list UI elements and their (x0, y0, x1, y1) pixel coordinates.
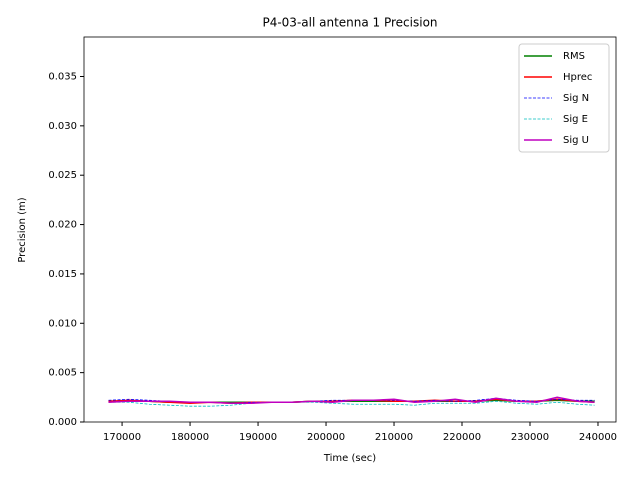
x-tick-label: 200000 (307, 432, 345, 443)
y-tick-label: 0.000 (48, 417, 77, 428)
legend-label: Hprec (563, 72, 592, 83)
chart-title: P4-03-all antenna 1 Precision (262, 16, 437, 30)
y-tick-label: 0.015 (48, 269, 77, 280)
data-line (108, 400, 595, 407)
x-tick-label: 170000 (103, 432, 141, 443)
y-tick-label: 0.010 (48, 318, 77, 329)
y-axis-label: Precision (m) (17, 197, 28, 262)
legend-label: Sig N (563, 93, 589, 104)
legend-label: Sig U (563, 135, 589, 146)
x-tick-label: 220000 (443, 432, 481, 443)
y-tick-label: 0.035 (48, 71, 77, 82)
x-tick-label: 240000 (579, 432, 617, 443)
legend-box (518, 43, 610, 153)
data-line (108, 396, 595, 404)
y-tick-label: 0.030 (48, 121, 77, 132)
plot-frame (83, 36, 617, 423)
y-tick-label: 0.025 (48, 170, 77, 181)
y-tick-label: 0.020 (48, 220, 77, 231)
x-tick-label: 210000 (375, 432, 413, 443)
x-tick-label: 180000 (171, 432, 209, 443)
legend-label: RMS (563, 51, 585, 62)
y-tick-label: 0.005 (48, 368, 77, 379)
x-axis-label: Time (sec) (323, 453, 376, 464)
legend-label: Sig E (563, 114, 588, 125)
x-tick-label: 190000 (239, 432, 277, 443)
x-tick-label: 230000 (511, 432, 549, 443)
